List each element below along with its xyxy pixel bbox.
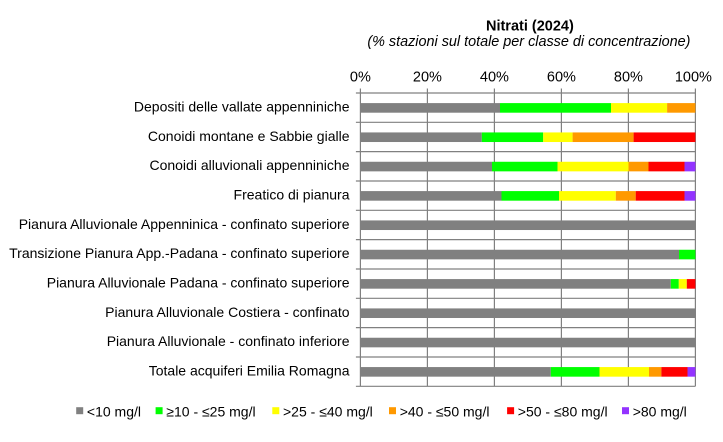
svg-text:>25 - ≤40 mg/l: >25 - ≤40 mg/l	[283, 404, 373, 420]
svg-text:>80 mg/l: >80 mg/l	[633, 404, 687, 420]
svg-text:>40 - ≤50 mg/l: >40 - ≤50 mg/l	[400, 404, 490, 420]
svg-text:Pianura Alluvionale Costiera -: Pianura Alluvionale Costiera - confinato	[105, 304, 350, 320]
svg-text:Depositi delle vallate appenni: Depositi delle vallate appenniniche	[134, 98, 350, 114]
svg-text:Transizione Pianura App.-Padan: Transizione Pianura App.-Padana - confin…	[9, 245, 350, 261]
svg-text:60%: 60%	[547, 69, 576, 85]
svg-text:Conoidi montane e Sabbie giall: Conoidi montane e Sabbie gialle	[148, 128, 350, 144]
svg-text:20%: 20%	[413, 69, 442, 85]
svg-text:Pianura Alluvionale Appenninic: Pianura Alluvionale Appenninica - confin…	[19, 216, 350, 232]
svg-text:0%: 0%	[350, 69, 371, 85]
svg-text:Nitrati (2024): Nitrati (2024)	[486, 18, 574, 34]
svg-text:Pianura Alluvionale - confinat: Pianura Alluvionale - confinato inferior…	[107, 333, 350, 349]
svg-text:Conoidi alluvionali appenninic: Conoidi alluvionali appenniniche	[149, 157, 349, 173]
svg-text:40%: 40%	[480, 69, 509, 85]
svg-text:Pianura Alluvionale Padana - c: Pianura Alluvionale Padana - confinato s…	[47, 274, 350, 290]
svg-text:>50 - ≤80 mg/l: >50 - ≤80 mg/l	[518, 404, 608, 420]
svg-text:80%: 80%	[614, 69, 643, 85]
svg-text:(% stazioni sul totale per cla: (% stazioni sul totale per classe di con…	[367, 34, 690, 50]
svg-text:Freatico di pianura: Freatico di pianura	[234, 186, 350, 202]
svg-text:100%: 100%	[675, 69, 712, 85]
svg-text:Totale acquiferi Emilia Romagn: Totale acquiferi Emilia Romagna	[149, 362, 350, 378]
svg-text:<10 mg/l: <10 mg/l	[87, 404, 141, 420]
svg-text:≥10 - ≤25 mg/l: ≥10 - ≤25 mg/l	[166, 404, 255, 420]
